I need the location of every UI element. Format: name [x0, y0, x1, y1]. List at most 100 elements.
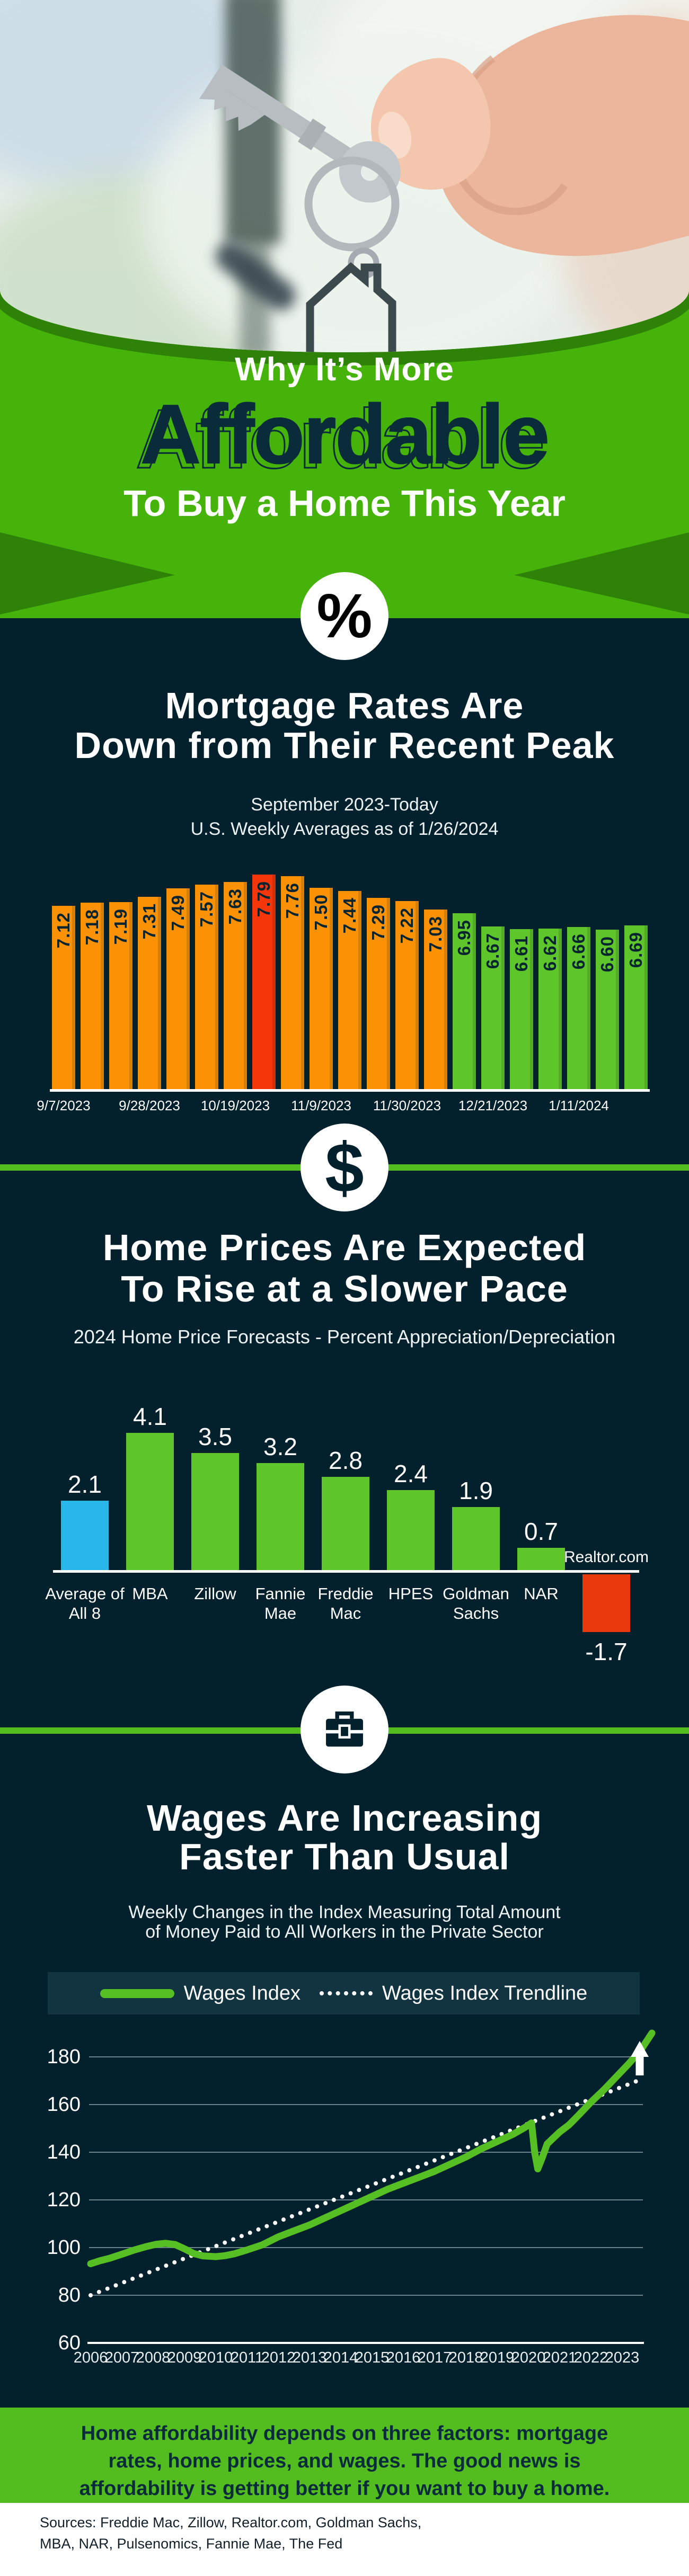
- rate-bar: 7.49: [166, 888, 190, 1090]
- rate-date-label: 11/30/2023: [373, 1098, 441, 1113]
- hero-photo: [0, 0, 689, 352]
- hero-titles: Why It’s More Affordable Affordable To B…: [0, 351, 689, 524]
- rate-value-label: 7.49: [168, 895, 188, 931]
- rate-date-label: 1/11/2024: [549, 1098, 609, 1113]
- forecast-bar: [387, 1490, 435, 1572]
- forecast-category-label: MBA: [132, 1584, 168, 1603]
- rate-value-label: 7.29: [368, 904, 388, 941]
- hero-kicker: Why It’s More: [235, 351, 454, 388]
- rate-bar: 7.76: [281, 876, 304, 1090]
- briefcase-icon: [301, 1686, 388, 1773]
- forecast-bar: [582, 1574, 630, 1632]
- forecast-bar: [126, 1433, 174, 1572]
- hero-title-outline: Affordable: [135, 393, 546, 486]
- x-tick-label: 2006: [74, 2349, 108, 2366]
- up-arrow-icon: [631, 2041, 649, 2075]
- x-tick-label: 2015: [355, 2349, 390, 2366]
- y-tick-label: 80: [58, 2284, 81, 2306]
- forecast-category-label: NAR: [524, 1584, 559, 1603]
- rate-value-label: 7.22: [397, 907, 417, 944]
- forecast-value-label: 1.9: [459, 1477, 493, 1504]
- rate-date-label: 9/28/2023: [119, 1098, 180, 1113]
- rate-value-label: 7.03: [426, 916, 445, 952]
- rate-value-label: 7.57: [197, 891, 216, 928]
- rate-value-label: 6.61: [511, 935, 531, 972]
- rate-bar: 7.44: [338, 891, 361, 1090]
- rate-value-label: 7.63: [225, 888, 245, 925]
- footer-message: Home affordability depends on three fact…: [0, 2420, 689, 2502]
- wages-line-chart: 1801601401201008060200620072008200920102…: [47, 2029, 656, 2366]
- x-tick-label: 2014: [324, 2349, 358, 2366]
- x-tick-label: 2008: [136, 2349, 171, 2366]
- rate-value-label: 6.69: [626, 932, 646, 968]
- rate-bar: 7.79: [252, 875, 276, 1090]
- forecast-category-label: Fannie Mae: [255, 1584, 306, 1623]
- door-handle: [216, 242, 296, 310]
- footer-message-line2: rates, home prices, and wages. The good …: [108, 2450, 581, 2472]
- rates-subtitle-line2: U.S. Weekly Averages as of 1/26/2024: [190, 819, 499, 839]
- prices-subtitle: 2024 Home Price Forecasts - Percent Appr…: [73, 1326, 616, 1348]
- hand-with-keys-photo: [0, 0, 689, 352]
- rate-value-label: 7.79: [254, 881, 273, 917]
- sources-line2: MBA, NAR, Pulsenomics, Fannie Mae, The F…: [40, 2536, 343, 2552]
- footer-white-band: [0, 2503, 689, 2576]
- rate-bar: 7.19: [109, 902, 132, 1090]
- rate-date-label: 9/7/2023: [37, 1098, 91, 1113]
- forecast-category-label: Realtor.com: [563, 1548, 649, 1566]
- x-tick-label: 2010: [199, 2349, 233, 2366]
- y-tick-label: 100: [47, 2236, 81, 2259]
- rate-value-label: 7.12: [54, 912, 73, 949]
- rate-bar: 7.22: [395, 901, 419, 1090]
- rate-bar: 7.29: [367, 898, 390, 1090]
- forecast-x-axis: [53, 1570, 639, 1573]
- footer-message-line3: affordability is getting better if you w…: [79, 2477, 610, 2500]
- hand-icon: [371, 15, 689, 256]
- rate-value-label: 6.60: [597, 936, 617, 973]
- rate-value-label: 6.95: [454, 920, 474, 956]
- key-icon: [199, 64, 401, 203]
- rates-subtitle-line1: September 2023-Today: [251, 795, 438, 815]
- forecast-value-label: 3.2: [263, 1433, 297, 1460]
- rate-bar: 6.66: [567, 927, 590, 1090]
- x-tick-label: 2022: [574, 2349, 608, 2366]
- rates-title-line1: Mortgage Rates Are: [165, 685, 524, 726]
- x-tick-label: 2009: [167, 2349, 202, 2366]
- forecast-bar: [257, 1463, 304, 1572]
- y-tick-label: 180: [47, 2046, 81, 2068]
- forecast-bar: [191, 1453, 239, 1572]
- x-tick-label: 2017: [418, 2349, 452, 2366]
- rate-bar: 6.69: [624, 925, 648, 1090]
- y-tick-label: 160: [47, 2093, 81, 2116]
- wages-index-swatch: [100, 1989, 174, 1998]
- forecast-value-label: 3.5: [198, 1423, 232, 1450]
- forecast-value-label: 2.8: [329, 1447, 363, 1474]
- x-tick-label: 2018: [449, 2349, 483, 2366]
- footer-green-band: [0, 2408, 689, 2503]
- footer-message-line1: Home affordability depends on three fact…: [81, 2422, 608, 2445]
- trendline-swatch: [320, 1991, 373, 1995]
- trendline-label: Wages Index Trendline: [382, 1982, 588, 2004]
- rate-bar: 6.61: [510, 929, 533, 1090]
- rate-bar: 7.31: [138, 897, 161, 1090]
- rate-bar: 6.60: [596, 930, 619, 1090]
- rate-value-label: 7.19: [111, 908, 130, 945]
- prices-title-line2: To Rise at a Slower Pace: [121, 1268, 568, 1309]
- decor-wedge-left: [0, 532, 175, 614]
- rate-value-label: 7.31: [139, 903, 159, 940]
- window-frame: [216, 0, 296, 352]
- rate-bar: 7.63: [224, 882, 247, 1090]
- rate-value-label: 7.18: [82, 909, 102, 946]
- hero-title: Affordable: [140, 388, 550, 482]
- decor-wedge-right: [514, 532, 689, 614]
- x-tick-label: 2013: [293, 2349, 327, 2366]
- rate-bar: 7.12: [52, 906, 75, 1090]
- forecast-category-label: Average of All 8: [45, 1584, 125, 1623]
- wages-trendline: [89, 2076, 645, 2297]
- wages-title-line2: Faster Than Usual: [179, 1836, 510, 1877]
- house-keychain-icon: [306, 262, 396, 352]
- forecast-value-label: 2.4: [394, 1460, 428, 1487]
- rate-bar: 7.57: [195, 885, 218, 1090]
- x-tick-label: 2020: [511, 2349, 546, 2366]
- x-tick-label: 2012: [261, 2349, 296, 2366]
- rate-bar: 6.95: [453, 913, 476, 1090]
